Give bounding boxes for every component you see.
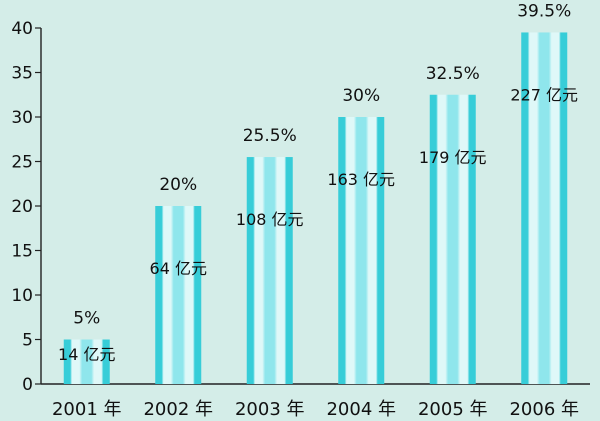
bar-top-label: 25.5% [243,126,297,146]
x-tick-label: 2002 年 [143,399,213,420]
y-tick-label: 10 [11,286,33,306]
bar-top-label: 32.5% [426,64,480,84]
bar-top-label: 20% [159,175,197,195]
bar [63,339,110,384]
bar-inner-label: 179 亿元 [419,148,487,167]
y-tick-label: 30 [11,108,33,128]
x-tick-label: 2001 年 [52,399,122,420]
y-tick-label: 15 [11,242,33,262]
x-tick-label: 2004 年 [326,399,396,420]
x-tick-label: 2006 年 [509,399,579,420]
bar [338,117,385,384]
y-tick-label: 35 [11,64,33,84]
x-tick-label: 2003 年 [235,399,305,420]
y-tick-label: 5 [22,331,33,351]
bar-top-label: 30% [342,86,380,106]
bar-top-label: 39.5% [517,1,571,21]
bar-top-label: 5% [73,309,100,329]
bar-inner-label: 108 亿元 [236,210,304,229]
bar [521,32,568,384]
bar [155,206,202,384]
x-tick-label: 2005 年 [418,399,488,420]
bar-inner-label: 227 亿元 [510,85,578,104]
bar-inner-label: 163 亿元 [327,170,395,189]
bar [429,94,476,384]
y-tick-label: 20 [11,197,33,217]
y-tick-label: 25 [11,153,33,173]
bar [246,157,293,384]
y-tick-label: 40 [11,19,33,39]
bar-inner-label: 64 亿元 [150,259,207,278]
bar-inner-label: 14 亿元 [58,345,115,364]
y-tick-label: 0 [22,375,33,395]
